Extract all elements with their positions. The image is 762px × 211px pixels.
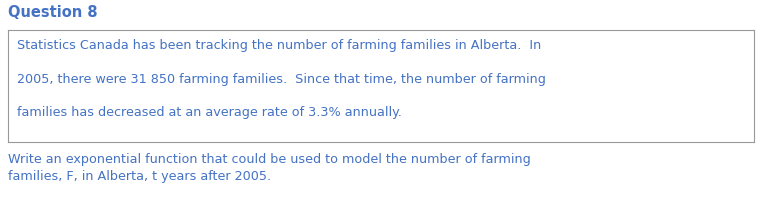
Text: 2005, there were 31 850 farming families.  Since that time, the number of farmin: 2005, there were 31 850 farming families… [17,73,546,85]
Text: Question 8: Question 8 [8,5,98,20]
Text: Statistics Canada has been tracking the number of farming families in Alberta.  : Statistics Canada has been tracking the … [17,39,541,52]
Text: Write an exponential function that could be used to model the number of farming: Write an exponential function that could… [8,153,531,166]
Text: families has decreased at an average rate of 3.3% annually.: families has decreased at an average rat… [17,106,402,119]
Text: families, F, in Alberta, t years after 2005.: families, F, in Alberta, t years after 2… [8,170,271,183]
